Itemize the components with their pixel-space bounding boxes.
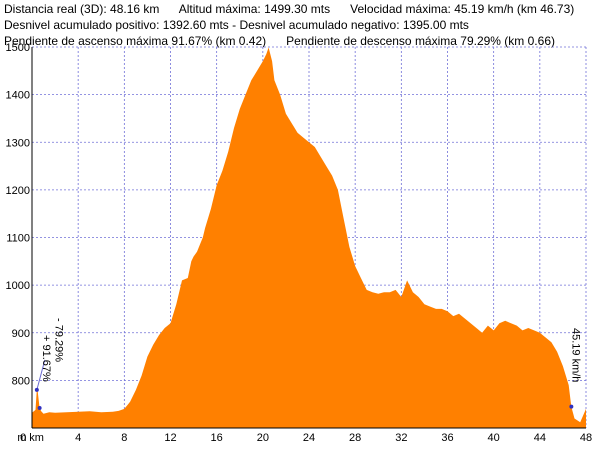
- elevation-area: [32, 47, 586, 428]
- x-tick-label-32: 32: [395, 432, 407, 444]
- descent-slope-annotation: - 79.29%: [53, 318, 65, 362]
- max-altitude-text: Altitud máxima: 1499.30 mts: [178, 2, 331, 16]
- y-tick-label-1100: 1100: [6, 233, 30, 245]
- x-tick-label-0: 0 km: [20, 432, 44, 444]
- x-tick-label-40: 40: [488, 432, 500, 444]
- y-tick-label-1400: 1400: [6, 90, 30, 102]
- x-tick-label-4: 4: [75, 432, 81, 444]
- max-ascent-slope-text: Pendiente de ascenso máxima 91.67% (km 0…: [4, 34, 267, 48]
- annotations: - 79.29%+ 91.67% 45.19 km/h: [34, 318, 581, 410]
- elevation-area-series: [32, 47, 586, 428]
- x-tick-label-12: 12: [164, 432, 176, 444]
- y-tick-label-800: 800: [12, 375, 30, 387]
- x-tick-label-36: 36: [441, 432, 453, 444]
- ascent-slope-annotation: + 91.67%: [40, 335, 52, 382]
- x-tick-label-28: 28: [349, 432, 361, 444]
- y-tick-label-1500: 1500: [6, 42, 30, 54]
- max-descent-slope-text: Pendiente de descenso máxima 79.29% (km …: [286, 34, 555, 48]
- x-tick-label-16: 16: [211, 432, 223, 444]
- max-speed-text: Velocidad máxima: 45.19 km/h (km 46.73): [350, 2, 575, 16]
- x-tick-label-44: 44: [534, 432, 546, 444]
- axis-origin-label: m: [17, 432, 26, 444]
- summary-line-3: Pendiente de ascenso máxima 91.67% (km 0…: [4, 34, 555, 48]
- descent-slope-marker: [37, 405, 42, 410]
- max-speed-marker: [569, 404, 574, 409]
- axes: [31, 47, 586, 429]
- climb-text: Desnivel acumulado positivo: 1392.60 mts…: [4, 18, 469, 32]
- x-tick-label-20: 20: [257, 432, 269, 444]
- summary-line-1: Distancia real (3D): 48.16 km Altitud má…: [4, 2, 574, 16]
- x-tick-label-24: 24: [303, 432, 315, 444]
- x-tick-label-48: 48: [580, 432, 592, 444]
- max-speed-annotation: 45.19 km/h: [569, 328, 581, 382]
- slope-annotation-leader: [36, 359, 46, 391]
- x-tick-label-8: 8: [121, 432, 127, 444]
- ascent-slope-marker: [34, 387, 39, 392]
- y-tick-label-900: 900: [12, 328, 30, 340]
- distance-text: Distancia real (3D): 48.16 km: [4, 2, 160, 16]
- summary-line-2: Desnivel acumulado positivo: 1392.60 mts…: [4, 18, 469, 32]
- y-tick-label-1300: 1300: [6, 137, 30, 149]
- y-tick-label-1200: 1200: [6, 185, 30, 197]
- y-tick-label-1000: 1000: [6, 280, 30, 292]
